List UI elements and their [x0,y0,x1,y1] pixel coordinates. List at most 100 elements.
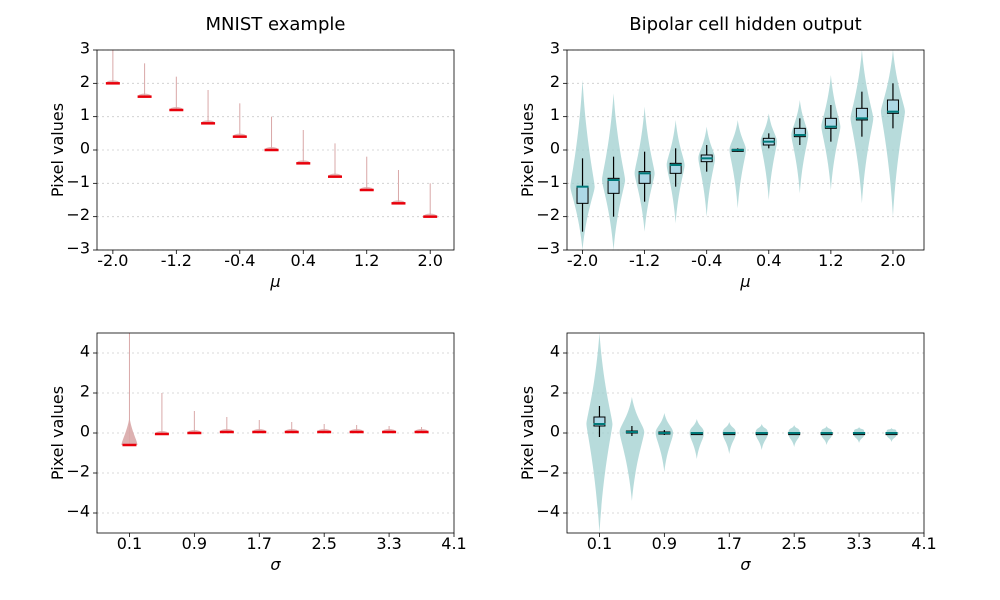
violin-0 [570,80,595,250]
y-tick-label: 3 [80,39,90,58]
x-tick-label: 0.1 [587,534,612,553]
y-tick-label: 0 [550,422,560,441]
x-tick-label: 1.7 [717,534,742,553]
plot-frame [96,49,455,251]
y-tick-label: 0 [80,422,90,441]
violin-9 [850,50,874,204]
iqr-box [638,171,651,184]
y-tick-label: −2 [536,462,560,481]
violin-8 [382,426,397,434]
violin-body [729,120,746,209]
x-tick-label: 2.0 [880,251,905,270]
x-tick-label: 0.9 [182,534,207,553]
violin-body [619,397,645,501]
x-tick-label: 0.1 [117,534,142,553]
plot-frame [566,49,925,251]
x-axis-label: μ [269,272,280,291]
y-tick-label: −2 [536,205,560,224]
y-tick-label: −3 [66,239,90,258]
x-tick-label: 1.2 [818,251,843,270]
violin-4 [232,103,247,138]
x-tick-label: 0.9 [652,534,677,553]
violin-5 [264,116,279,152]
iqr-box [793,127,806,138]
y-tick-label: −4 [536,502,560,521]
iqr-box [824,117,837,129]
violin-7 [791,100,809,194]
y-tick-label: −2 [66,205,90,224]
y-axis-label: Pixel values [48,103,67,197]
plot-frame [566,332,925,534]
violin-body [722,422,736,454]
violin-body [655,413,674,472]
violin-body [880,50,905,217]
y-axis-label: Pixel values [48,386,67,480]
x-tick-label: 1.7 [247,534,272,553]
chart-panel-1: −3 −2 −1 0 1 2 3 -2.0 -1.2 -0.4 0.4 1.2 2.0 Bipolar c… [518,14,925,291]
violin-2 [655,413,674,472]
chart-panel-3: −4 −2 0 2 4 0.1 0.9 1.7 2.5 3.3 4.1 σ Pixel values [518,332,937,574]
violin-body [791,100,809,194]
iqr-box [855,107,868,121]
x-tick-label: 1.2 [354,251,379,270]
violin-body [755,424,768,450]
y-tick-label: −4 [66,502,90,521]
y-tick-label: −3 [536,239,560,258]
x-tick-label: -1.2 [629,251,660,270]
y-tick-label: 4 [80,342,90,361]
violin-6 [760,113,777,200]
x-axis-label: σ [740,555,751,574]
y-tick-label: 3 [550,39,560,58]
y-axis-label: Pixel values [518,103,537,197]
violin-3 [689,419,705,459]
violin-9 [885,428,898,442]
iqr-box [886,99,899,114]
violin-5 [284,422,299,434]
violin-6 [296,130,311,165]
x-tick-label: 3.3 [846,534,871,553]
violin-6 [317,424,332,434]
violin-3 [666,120,685,224]
x-tick-label: -0.4 [691,251,722,270]
chart-title: MNIST example [206,14,346,35]
violin-0 [105,50,120,85]
violin-7 [820,426,833,445]
violin-5 [755,424,768,450]
y-tick-label: 0 [550,139,560,158]
violin-2 [169,76,184,112]
chart-panel-2: −4 −2 0 2 4 0.1 0.9 1.7 2.5 3.3 4.1 σ Pixel values [48,332,467,574]
x-tick-label: 2.5 [781,534,806,553]
x-tick-label: 0.4 [291,251,316,270]
y-tick-label: 2 [80,72,90,91]
violin-4 [252,420,267,434]
violin-3 [201,90,216,125]
iqr-box [607,177,620,194]
violin-body [760,113,777,200]
x-tick-label: 2.5 [311,534,336,553]
x-tick-label: -0.4 [224,251,255,270]
violin-1 [602,93,626,250]
violin-10 [423,183,438,218]
violin-body [689,419,705,459]
y-tick-label: 1 [80,105,90,124]
iqr-box [593,416,606,427]
violin-8 [853,427,866,443]
violin-5 [729,120,746,209]
violin-body [788,425,800,447]
y-tick-label: 2 [550,72,560,91]
violin-9 [414,427,429,434]
x-axis-label: σ [270,555,281,574]
violin-4 [698,126,716,217]
violin-0 [121,333,138,447]
y-tick-label: 1 [550,105,560,124]
violin-1 [137,63,152,98]
violin-2 [187,411,202,435]
violin-2 [634,106,655,232]
x-tick-label: 4.1 [441,534,466,553]
x-tick-label: 4.1 [911,534,936,553]
violin-9 [391,170,406,205]
iqr-box [576,186,589,204]
y-axis-label: Pixel values [518,386,537,480]
x-tick-label: -2.0 [97,251,128,270]
iqr-box [669,162,682,174]
